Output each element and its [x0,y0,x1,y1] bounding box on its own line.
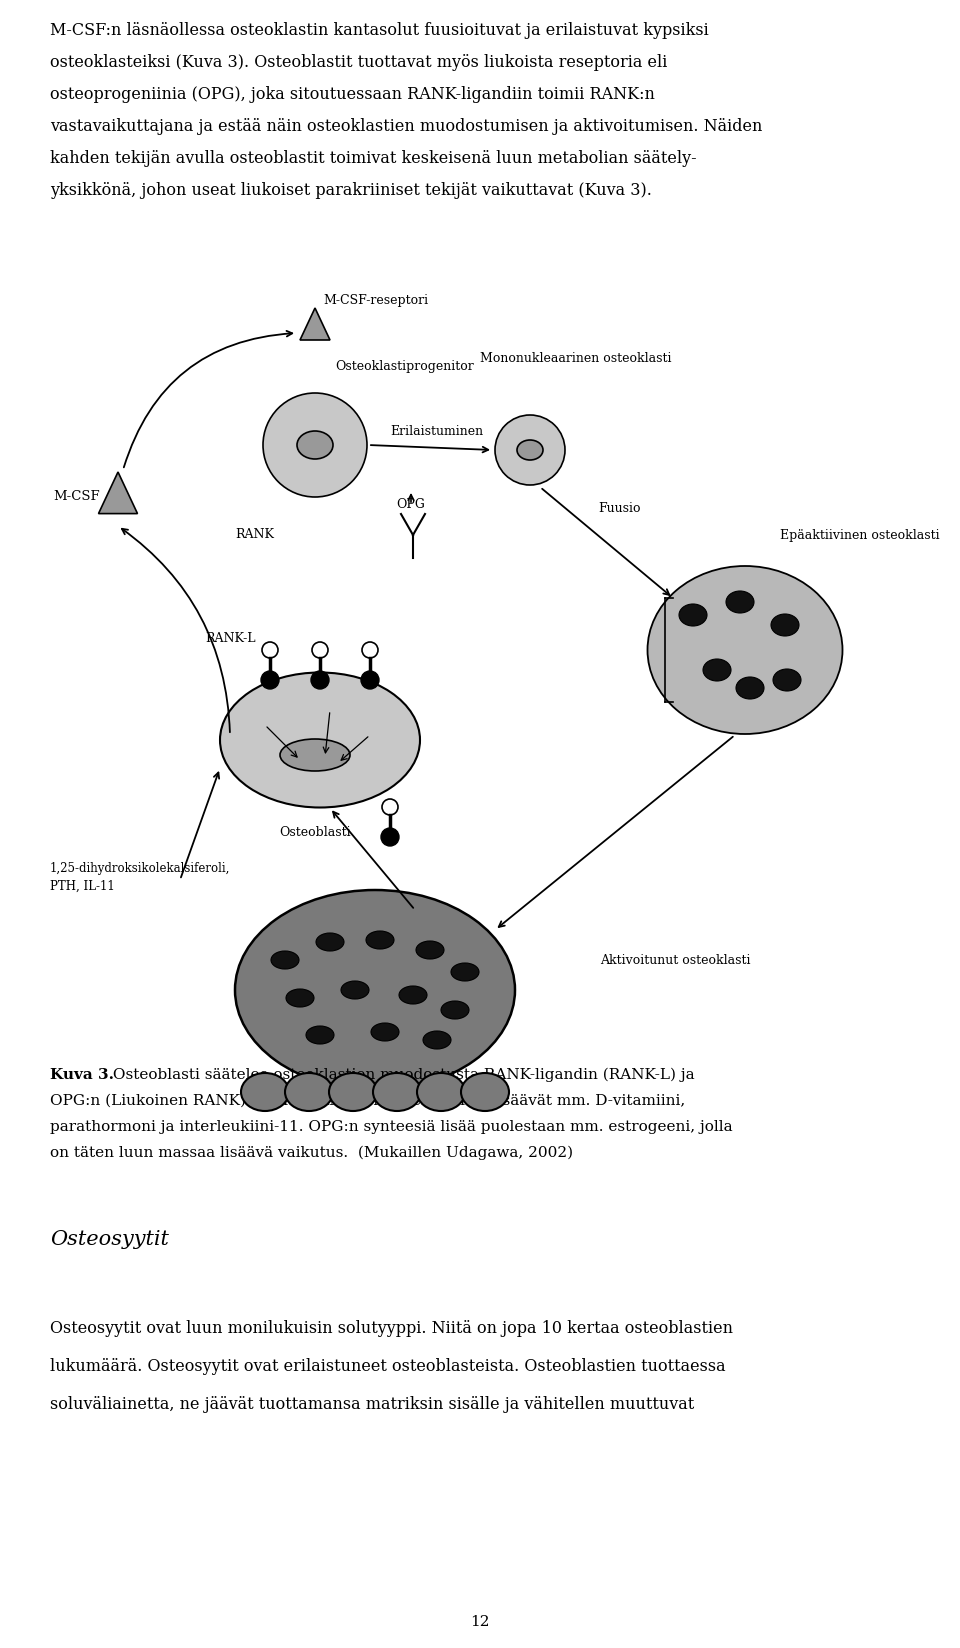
Text: soluväliainetta, ne jäävät tuottamansa matriksin sisälle ja vähitellen muuttuvat: soluväliainetta, ne jäävät tuottamansa m… [50,1396,694,1412]
Circle shape [381,827,399,845]
Text: Osteosyytit ovat luun monilukuisin solutyyppi. Niitä on jopa 10 kertaa osteoblas: Osteosyytit ovat luun monilukuisin solut… [50,1320,733,1337]
Circle shape [261,671,279,689]
Ellipse shape [285,1073,333,1111]
Text: Aktivoitunut osteoklasti: Aktivoitunut osteoklasti [600,954,751,966]
Ellipse shape [263,392,367,498]
Ellipse shape [316,933,344,951]
Ellipse shape [773,669,801,691]
Text: parathormoni ja interleukiini-11. OPG:n synteesiä lisää puolestaan mm. estrogeen: parathormoni ja interleukiini-11. OPG:n … [50,1121,732,1134]
Text: RANK: RANK [235,529,274,542]
Ellipse shape [736,677,764,699]
Circle shape [362,643,378,658]
Circle shape [262,643,278,658]
Text: Kuva 3.: Kuva 3. [50,1068,114,1083]
Ellipse shape [306,1027,334,1043]
Text: Osteosyytit: Osteosyytit [50,1229,169,1249]
Text: OPG:n (Liukoinen RANK) avulla. RANK-L:n ilmentymistä lisäävät mm. D-vitamiini,: OPG:n (Liukoinen RANK) avulla. RANK-L:n … [50,1094,685,1109]
Text: osteoklasteiksi (Kuva 3). Osteoblastit tuottavat myös liukoista reseptoria eli: osteoklasteiksi (Kuva 3). Osteoblastit t… [50,54,667,71]
Ellipse shape [679,605,707,626]
Ellipse shape [423,1032,451,1050]
Ellipse shape [297,432,333,460]
Text: lukumäärä. Osteosyytit ovat erilaistuneet osteoblasteista. Osteoblastien tuottae: lukumäärä. Osteosyytit ovat erilaistunee… [50,1358,726,1374]
Ellipse shape [366,931,394,949]
Text: 1,25-dihydroksikolekalsiferoli,: 1,25-dihydroksikolekalsiferoli, [50,862,230,875]
Text: M-CSF: M-CSF [54,489,100,503]
Ellipse shape [235,890,515,1089]
Ellipse shape [399,986,427,1004]
Ellipse shape [441,1000,469,1018]
Text: Mononukleaarinen osteoklasti: Mononukleaarinen osteoklasti [480,351,671,364]
Text: Osteoklastiprogenitor: Osteoklastiprogenitor [335,359,473,372]
Text: on täten luun massaa lisäävä vaikutus.  (Mukaillen Udagawa, 2002): on täten luun massaa lisäävä vaikutus. (… [50,1145,573,1160]
Polygon shape [99,471,137,514]
Circle shape [312,643,328,658]
Text: OPG: OPG [396,498,425,511]
Ellipse shape [241,1073,289,1111]
Ellipse shape [286,989,314,1007]
Ellipse shape [271,951,299,969]
Ellipse shape [341,981,369,999]
Text: M-CSF:n läsnäollessa osteoklastin kantasolut fuusioituvat ja erilaistuvat kypsik: M-CSF:n läsnäollessa osteoklastin kantas… [50,21,708,40]
Text: 12: 12 [470,1615,490,1628]
Polygon shape [300,308,330,339]
Text: vastavaikuttajana ja estää näin osteoklastien muodostumisen ja aktivoitumisen. N: vastavaikuttajana ja estää näin osteokla… [50,119,762,135]
Ellipse shape [647,565,843,733]
Text: M-CSF-reseptori: M-CSF-reseptori [323,293,428,307]
Circle shape [382,799,398,816]
Ellipse shape [280,738,350,771]
Ellipse shape [495,415,565,485]
Text: Epäaktiivinen osteoklasti: Epäaktiivinen osteoklasti [780,529,940,542]
Text: Fuusio: Fuusio [598,501,640,514]
Ellipse shape [371,1023,399,1042]
Ellipse shape [416,941,444,959]
Ellipse shape [329,1073,377,1111]
Ellipse shape [220,672,420,808]
Circle shape [311,671,329,689]
Text: Osteoblasti: Osteoblasti [279,826,350,839]
Ellipse shape [726,592,754,613]
Text: PTH, IL-11: PTH, IL-11 [50,880,115,893]
Ellipse shape [373,1073,421,1111]
Ellipse shape [703,659,731,681]
Ellipse shape [417,1073,465,1111]
Circle shape [361,671,379,689]
Ellipse shape [451,962,479,981]
Ellipse shape [461,1073,509,1111]
Text: osteoprogeniinia (OPG), joka sitoutuessaan RANK-ligandiin toimii RANK:n: osteoprogeniinia (OPG), joka sitoutuessa… [50,86,655,104]
Text: kahden tekijän avulla osteoblastit toimivat keskeisenä luun metabolian säätely-: kahden tekijän avulla osteoblastit toimi… [50,150,697,166]
Text: Erilaistuminen: Erilaistuminen [390,425,483,438]
Ellipse shape [771,615,799,636]
Ellipse shape [517,440,543,460]
Text: RANK-L: RANK-L [205,631,255,644]
Text: Osteoblasti säätelee osteoklastien muodostusta RANK-ligandin (RANK-L) ja: Osteoblasti säätelee osteoklastien muodo… [108,1068,695,1083]
Text: yksikkönä, johon useat liukoiset parakriiniset tekijät vaikuttavat (Kuva 3).: yksikkönä, johon useat liukoiset parakri… [50,181,652,199]
